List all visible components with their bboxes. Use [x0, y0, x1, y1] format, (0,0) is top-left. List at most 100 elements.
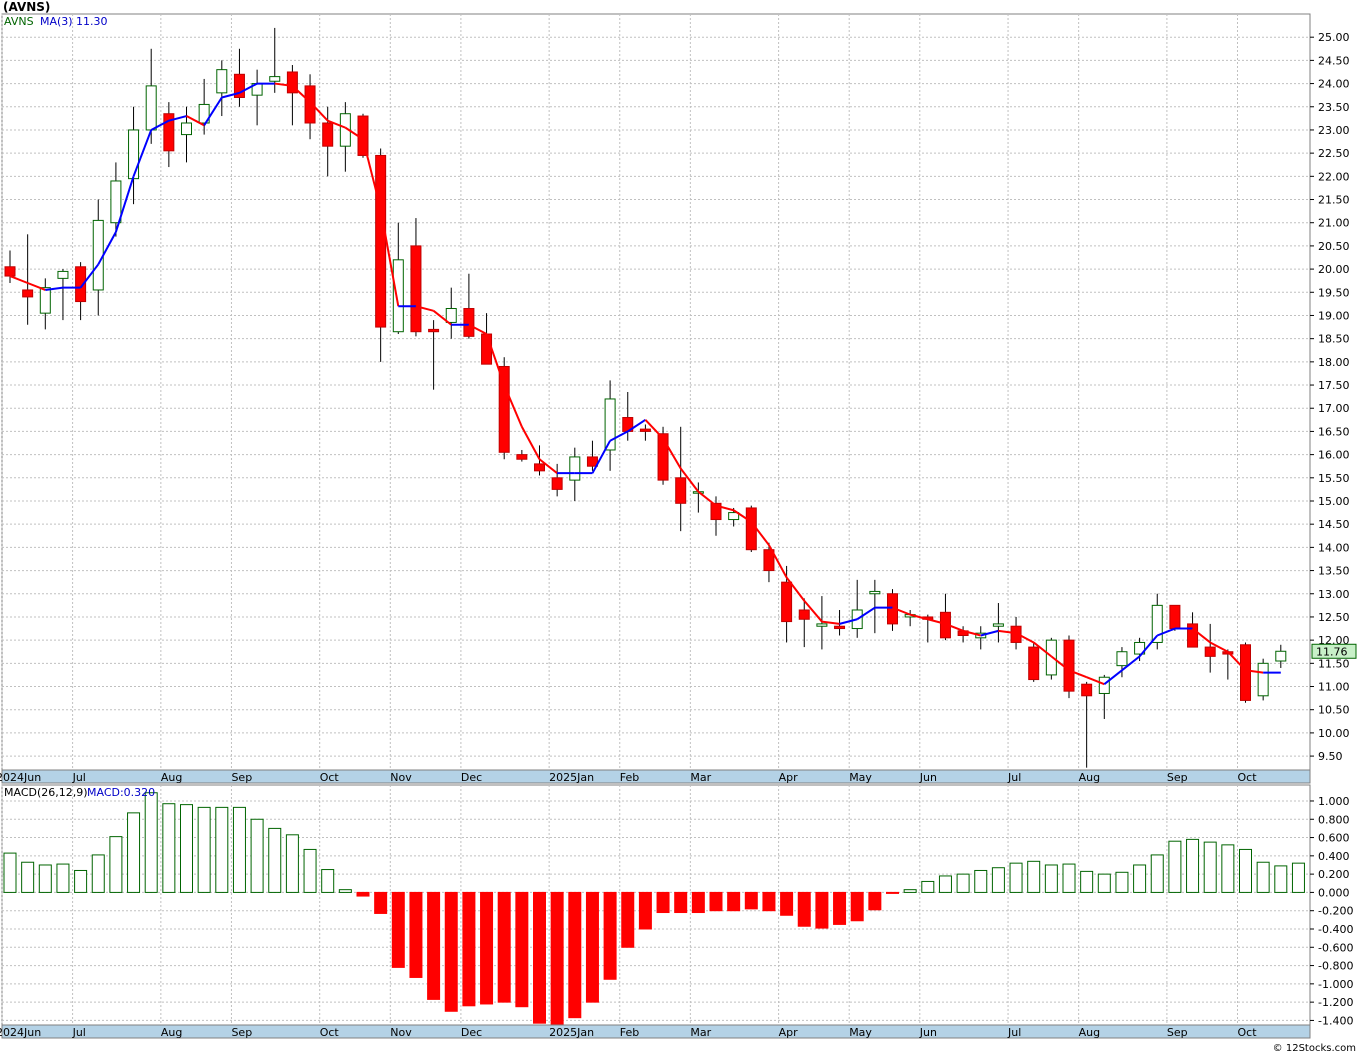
ma3-segment: [679, 467, 700, 493]
x-tick-label-bottom: Oct: [320, 1026, 340, 1039]
macd-bar: [250, 818, 264, 893]
macd-bar: [974, 869, 988, 893]
ma3-segment: [291, 85, 311, 103]
ma3-segment: [27, 282, 46, 291]
price-tick-label: 22.00: [1318, 170, 1350, 183]
macd-bar: [1203, 841, 1217, 893]
price-tick-label: 20.50: [1318, 240, 1350, 253]
candle-body: [569, 456, 581, 481]
candle-body: [1116, 651, 1128, 667]
candle-body: [1240, 644, 1251, 701]
price-tick-label: 21.00: [1318, 217, 1350, 230]
macd-bar: [144, 792, 158, 893]
ma3-segment: [1156, 627, 1176, 637]
ma3-segment: [662, 437, 682, 470]
price-tick-label: 20.00: [1318, 263, 1350, 276]
macd-bar: [480, 891, 494, 1005]
candle-body: [1063, 639, 1075, 692]
ma3-segment: [1121, 655, 1141, 672]
ma3-segment: [97, 231, 117, 265]
legend-symbol: AVNS: [4, 15, 34, 28]
x-tick-label-top: Nov: [390, 771, 412, 784]
price-tick-label: 18.50: [1318, 333, 1350, 346]
candle-body: [198, 103, 210, 124]
macd-bar: [338, 889, 352, 893]
macd-bar: [1115, 871, 1129, 893]
x-tick-label-top: Oct: [320, 771, 340, 784]
price-tick-label: 19.50: [1318, 286, 1350, 299]
ma3-segment: [221, 91, 240, 99]
macd-bar: [1256, 861, 1270, 893]
macd-bar: [356, 891, 370, 897]
last-price-marker: 11.76: [1311, 643, 1357, 659]
x-tick-label-bottom: Jul: [72, 1026, 86, 1039]
macd-bar: [533, 891, 546, 1024]
macd-bar: [1168, 840, 1182, 893]
macd-bar: [797, 891, 811, 927]
ma3-segment: [609, 430, 629, 442]
ma3-segment: [186, 115, 205, 127]
macd-bar: [762, 891, 776, 912]
macd-bar: [886, 891, 899, 894]
ma3-segment: [468, 323, 488, 335]
candle-body: [375, 154, 387, 328]
ma3-segment: [538, 458, 558, 474]
x-tick-label-top: Oct: [1238, 771, 1258, 784]
macd-bar: [321, 869, 335, 893]
price-candles: [4, 27, 1287, 768]
ma3-segment: [1138, 634, 1159, 658]
ma3-segment: [45, 286, 64, 291]
date-band-bottom: [1, 1024, 1311, 1039]
ma3-segment: [1103, 669, 1123, 685]
macd-bar: [1027, 860, 1041, 893]
macd-tick-label: 0.200: [1318, 868, 1350, 881]
macd-tick-label: -0.400: [1318, 923, 1353, 936]
x-axis-top: 2024Jun Jul Aug Sep Oct Nov Dec 2025Jan Feb Mar Ap…: [0, 771, 1257, 784]
x-tick-label-bottom: Dec: [461, 1026, 482, 1039]
macd-bar: [585, 891, 599, 1003]
ma3-segment: [432, 310, 452, 326]
macd-bar: [868, 891, 882, 911]
macd-bar: [991, 867, 1005, 893]
macd-bar: [268, 827, 282, 893]
ma3-segment: [1033, 641, 1052, 658]
price-tick-label: 16.00: [1318, 449, 1350, 462]
ma3-segment: [309, 101, 329, 122]
macd-bar: [691, 891, 705, 914]
ma3-segment: [768, 544, 788, 578]
macd-bar: [1097, 873, 1111, 893]
macd-y-axis: 1.000 0.800 0.600 0.400 0.200 0.000 -0.200 -0.4…: [1310, 795, 1353, 1027]
macd-bar: [232, 806, 246, 893]
price-tick-label: 13.50: [1318, 565, 1350, 578]
price-tick-label: 11.00: [1318, 681, 1350, 694]
macd-bar: [497, 891, 511, 1003]
price-tick-label: 14.00: [1318, 541, 1350, 554]
macd-bar: [56, 863, 70, 893]
candle-body: [322, 122, 334, 147]
x-tick-label-top: Sep: [231, 771, 252, 784]
ma3-segment: [591, 440, 611, 474]
candle-body: [710, 502, 722, 521]
x-axis-bottom: 2024Jun Jul Aug Sep Oct Nov Dec 2025Jan Feb Mar Ap…: [0, 1026, 1257, 1039]
candle-body: [657, 433, 669, 481]
ma3-segment: [821, 620, 840, 625]
x-tick-label-bottom: 2025Jan: [549, 1026, 594, 1039]
legend-ma-value: 11.30: [76, 15, 108, 28]
candle-body: [463, 308, 475, 337]
x-tick-label-top: May: [849, 771, 872, 784]
candle-body: [39, 287, 51, 314]
macd-bar: [215, 806, 229, 893]
macd-tick-label: 0.400: [1318, 850, 1350, 863]
price-tick-label: 24.50: [1318, 54, 1350, 67]
price-tick-label: 10.00: [1318, 727, 1350, 740]
candle-body: [1257, 662, 1269, 697]
x-tick-label-bottom: Jun: [919, 1026, 937, 1039]
candle-body: [110, 180, 122, 224]
chart-title: (AVNS): [3, 0, 50, 14]
macd-tick-label: 0.800: [1318, 813, 1350, 826]
x-tick-label-top: Jul: [72, 771, 86, 784]
ma3-segment: [132, 129, 153, 177]
ma3-segment: [1227, 651, 1247, 671]
price-tick-label: 13.00: [1318, 588, 1350, 601]
ma3-segment: [344, 126, 364, 141]
